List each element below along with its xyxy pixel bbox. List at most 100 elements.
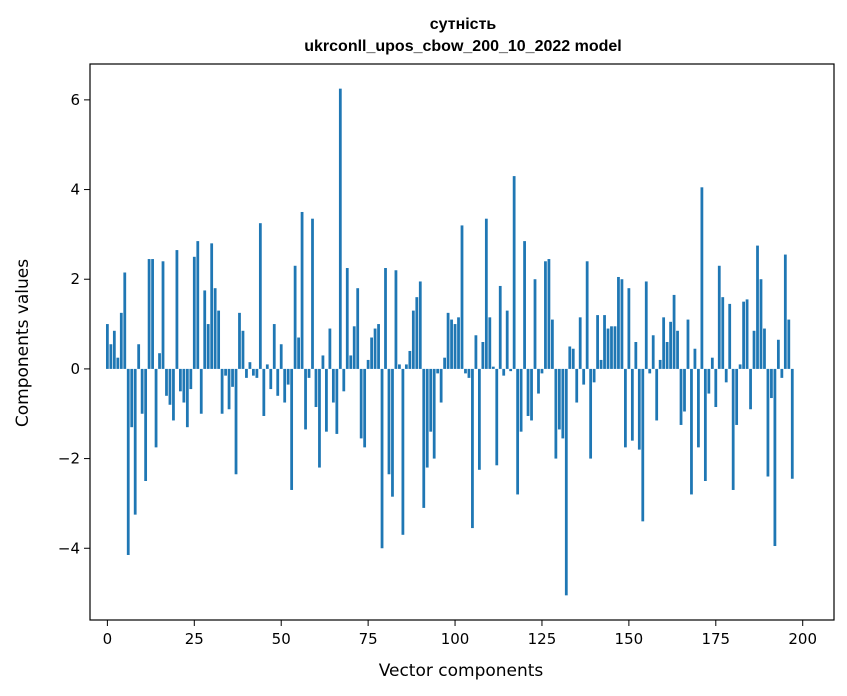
bar-157 xyxy=(651,335,655,369)
bar-172 xyxy=(703,368,707,481)
bar-106 xyxy=(474,335,478,369)
x-axis-label: Vector components xyxy=(379,661,544,681)
bar-138 xyxy=(585,261,589,369)
bar-120 xyxy=(523,241,526,369)
x-tick-label: 75 xyxy=(359,630,378,648)
bar-195 xyxy=(783,254,787,369)
bar-43 xyxy=(255,368,259,378)
bar-183 xyxy=(742,301,745,369)
bar-155 xyxy=(644,281,648,369)
bar-82 xyxy=(391,368,394,497)
bar-139 xyxy=(589,368,593,459)
bar-125 xyxy=(540,368,544,374)
bar-176 xyxy=(717,265,721,369)
bar-161 xyxy=(665,342,669,369)
bar-129 xyxy=(554,368,558,459)
bar-95 xyxy=(436,368,440,374)
bar-196 xyxy=(787,319,791,369)
bar-68 xyxy=(342,368,346,392)
bar-92 xyxy=(425,368,429,468)
bar-90 xyxy=(418,281,422,369)
bar-9 xyxy=(137,344,141,369)
bar-164 xyxy=(676,330,679,369)
bar-112 xyxy=(495,368,499,466)
bar-23 xyxy=(185,368,189,428)
bar-193 xyxy=(776,339,780,369)
bar-98 xyxy=(446,312,450,369)
bar-85 xyxy=(401,368,405,535)
bar-186 xyxy=(752,330,756,369)
bar-152 xyxy=(634,342,638,369)
bar-1 xyxy=(109,344,113,369)
bar-61 xyxy=(318,368,321,468)
bar-52 xyxy=(286,368,290,385)
bar-134 xyxy=(571,348,575,369)
bar-194 xyxy=(780,368,784,378)
bar-97 xyxy=(443,357,447,369)
bar-51 xyxy=(283,368,287,403)
bar-136 xyxy=(578,317,582,369)
bar-27 xyxy=(199,368,203,414)
bar-30 xyxy=(210,243,214,369)
bar-160 xyxy=(662,317,666,369)
bar-64 xyxy=(328,328,332,369)
bar-181 xyxy=(735,368,739,425)
bar-159 xyxy=(658,359,662,369)
bar-108 xyxy=(481,342,485,369)
y-axis-ticks: −4 −2 0 2 4 6 xyxy=(58,91,90,557)
bar-48 xyxy=(272,324,276,369)
bar-113 xyxy=(498,285,502,369)
bar-101 xyxy=(457,317,460,369)
bar-33 xyxy=(220,368,224,414)
bar-41 xyxy=(248,362,252,369)
bar-16 xyxy=(161,261,165,369)
x-tick-label: 150 xyxy=(615,630,644,648)
bar-36 xyxy=(231,368,234,387)
bar-46 xyxy=(265,364,269,369)
bar-102 xyxy=(460,225,464,369)
bar-84 xyxy=(398,364,401,369)
bar-72 xyxy=(356,288,360,369)
bar-18 xyxy=(168,368,172,405)
bar-126 xyxy=(544,261,547,369)
bar-182 xyxy=(738,364,742,369)
bar-29 xyxy=(206,324,210,369)
bar-56 xyxy=(300,211,304,369)
bar-0 xyxy=(105,324,109,369)
bar-114 xyxy=(502,368,506,376)
bar-127 xyxy=(547,259,551,369)
bar-144 xyxy=(606,328,610,369)
bar-189 xyxy=(763,328,766,369)
bar-140 xyxy=(592,368,596,383)
bar-141 xyxy=(596,315,599,369)
x-tick-label: 125 xyxy=(528,630,557,648)
y-tick-label: −2 xyxy=(58,450,80,468)
bar-12 xyxy=(147,259,151,369)
bar-128 xyxy=(551,319,554,369)
bar-40 xyxy=(245,368,248,378)
x-tick-label: 100 xyxy=(441,630,470,648)
bar-22 xyxy=(182,368,186,403)
y-axis-label: Components values xyxy=(13,259,33,427)
bar-156 xyxy=(648,368,652,374)
plot-area-frame xyxy=(89,63,835,621)
bar-110 xyxy=(488,317,492,369)
bar-115 xyxy=(505,310,509,369)
bar-117 xyxy=(512,176,516,369)
bar-91 xyxy=(422,368,426,508)
bar-81 xyxy=(387,368,391,475)
bar-131 xyxy=(561,368,565,439)
bar-162 xyxy=(669,321,672,369)
bar-175 xyxy=(714,368,718,408)
bar-73 xyxy=(359,368,363,439)
bar-87 xyxy=(408,350,412,369)
bar-133 xyxy=(568,346,572,369)
bar-88 xyxy=(411,310,415,369)
bar-180 xyxy=(731,368,735,490)
bar-167 xyxy=(686,319,690,369)
bar-53 xyxy=(290,368,294,490)
bar-93 xyxy=(429,368,433,432)
bar-78 xyxy=(377,324,380,369)
bar-150 xyxy=(627,288,631,369)
